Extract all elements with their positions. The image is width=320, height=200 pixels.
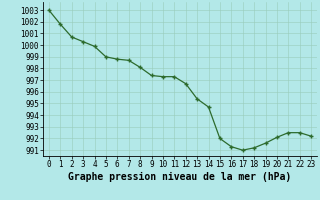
X-axis label: Graphe pression niveau de la mer (hPa): Graphe pression niveau de la mer (hPa)	[68, 172, 292, 182]
